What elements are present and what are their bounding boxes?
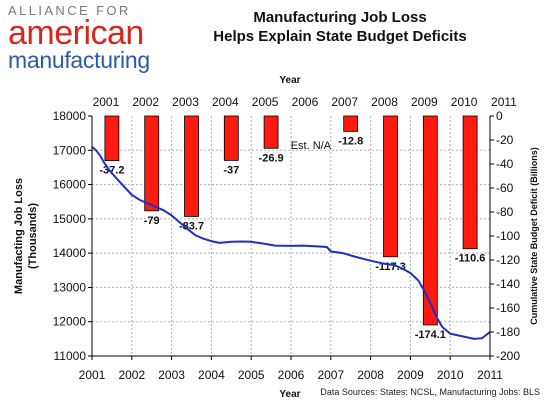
top-tick-label: 2010	[451, 95, 478, 109]
bar-label-2005: -37	[223, 164, 239, 176]
left-tick-label: 18000	[53, 109, 87, 123]
chart-title-line1: Manufacturing Job Loss	[253, 9, 427, 26]
chart-title-line2: Helps Explain State Budget Deficits	[213, 28, 467, 45]
left-tick-label: 12000	[53, 315, 87, 329]
bar-2003	[144, 115, 160, 212]
top-tick-label: 2002	[132, 95, 159, 109]
right-tick-label: 0	[496, 109, 503, 123]
left-tick-label: 15000	[53, 212, 87, 226]
bottom-tick-label: 2010	[437, 368, 464, 382]
right-tick-label: -40	[496, 157, 514, 171]
bar-2008	[343, 115, 359, 132]
logo-tagline: ALLIANCE FOR	[8, 3, 131, 18]
bar-label-2006: -26.9	[259, 152, 284, 164]
left-tick-label: 11000	[54, 349, 87, 363]
top-tick-label: 2008	[371, 95, 398, 109]
bottom-tick-label: 2009	[397, 368, 424, 382]
right-tick-label: -120	[496, 253, 520, 267]
bottom-tick-label: 2001	[79, 368, 106, 382]
top-tick-label: 2005	[252, 95, 279, 109]
logo-wordmark-american: american	[8, 14, 144, 52]
right-tick-label: -140	[496, 277, 520, 291]
left-tick-label: 13000	[53, 280, 87, 294]
source-note: Data Sources: States: NCSL, Manufacturin…	[320, 387, 540, 397]
bottom-tick-label: 2005	[238, 368, 265, 382]
bar-label-2010: -174.1	[415, 329, 446, 341]
bottom-tick-label: 2008	[357, 368, 384, 382]
bar-2010	[422, 115, 438, 326]
right-tick-label: -100	[496, 229, 520, 243]
logo: ALLIANCE FOR american manufacturing	[8, 3, 178, 73]
bar-label-2003: -79	[144, 215, 160, 227]
bottom-tick-label: 2002	[118, 368, 145, 382]
right-tick-label: -200	[496, 349, 520, 363]
bar-2004	[184, 115, 199, 217]
left-tick-label: 17000	[53, 143, 87, 157]
right-tick-label: -180	[496, 325, 520, 339]
top-tick-label: 2004	[212, 95, 239, 109]
bottom-tick-label: 2011	[477, 368, 503, 382]
bar-2006	[263, 115, 279, 149]
bar-2009	[383, 115, 398, 258]
bottom-axis-title: Year	[279, 389, 300, 400]
right-axis-title: Cumulative State Budget Deficit (Billion…	[529, 147, 539, 325]
left-axis-title-line1: Manufacting Job Loss	[13, 178, 25, 294]
top-tick-label: 2011	[491, 95, 517, 109]
bar-label-2002: -37.2	[99, 165, 124, 177]
top-tick-label: 2001	[93, 95, 120, 109]
bar-label-2004: -83.7	[179, 220, 204, 232]
top-axis-title: Year	[279, 75, 300, 86]
right-tick-label: -60	[496, 181, 514, 195]
left-tick-label: 14000	[53, 246, 87, 260]
bottom-tick-label: 2003	[158, 368, 185, 382]
right-tick-label: -160	[496, 301, 520, 315]
line-series-job-loss	[91, 146, 491, 340]
right-tick-label: -20	[496, 133, 514, 147]
left-axis-title-line2: (Thousands)	[27, 203, 39, 269]
bottom-tick-label: 2004	[198, 368, 225, 382]
bar-2011	[462, 115, 478, 250]
right-tick-label: -80	[496, 205, 514, 219]
logo-wordmark-manufacturing: manufacturing	[8, 47, 150, 73]
bottom-tick-label: 2007	[317, 368, 344, 382]
bottom-tick-label: 2006	[278, 368, 305, 382]
top-tick-label: 2009	[411, 95, 438, 109]
top-tick-label: 2003	[172, 95, 199, 109]
top-tick-label: 2007	[331, 95, 358, 109]
bar-2005	[223, 115, 239, 161]
bar-2002	[104, 115, 120, 162]
bar-label-2007: Est. N/A	[291, 140, 332, 152]
chart-title: Manufacturing Job Loss Helps Explain Sta…	[190, 8, 490, 46]
bar-label-2011: -110.6	[455, 253, 486, 265]
bar-label-2008: -12.8	[338, 135, 363, 147]
left-tick-label: 16000	[53, 178, 87, 192]
top-tick-label: 2006	[292, 95, 319, 109]
